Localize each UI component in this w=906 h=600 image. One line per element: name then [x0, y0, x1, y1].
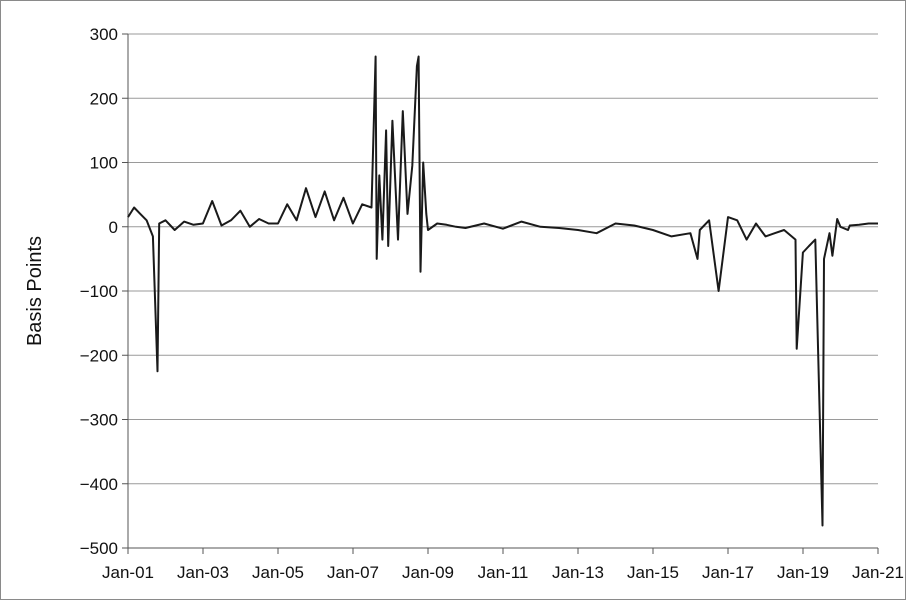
x-tick-label: Jan-17 [702, 563, 754, 582]
x-tick-label: Jan-01 [102, 563, 154, 582]
x-tick-label: Jan-11 [478, 563, 529, 582]
series-group [127, 55, 878, 527]
y-tick-label: 200 [90, 89, 118, 108]
x-tick-label: Jan-19 [777, 563, 829, 582]
x-axis-ticks: Jan-01 Jan-03 Jan-05 Jan-07 Jan-09 Jan-11 Jan-… [102, 548, 904, 582]
gridlines [128, 33, 878, 549]
y-axis-ticks: 300 200 100 0 −100 −200 −300 −400 −500 [80, 25, 128, 558]
x-tick-label: Jan-15 [627, 563, 679, 582]
y-tick-label: 100 [90, 154, 118, 173]
y-tick-label: −200 [80, 346, 118, 365]
x-tick-label: Jan-13 [552, 563, 604, 582]
y-tick-label: −400 [80, 475, 118, 494]
x-tick-label: Jan-07 [327, 563, 379, 582]
y-tick-label: 300 [90, 25, 118, 44]
y-axis-label: Basis Points [24, 236, 46, 346]
y-tick-label: 0 [109, 218, 118, 237]
x-tick-label: Jan-21 [852, 563, 904, 582]
x-tick-label: Jan-03 [177, 563, 229, 582]
y-tick-label: −100 [80, 282, 118, 301]
x-tick-label: Jan-09 [402, 563, 454, 582]
y-tick-label: −500 [80, 539, 118, 558]
x-tick-label: Jan-05 [252, 563, 304, 582]
series-line [127, 55, 878, 527]
y-tick-label: −300 [80, 411, 118, 430]
